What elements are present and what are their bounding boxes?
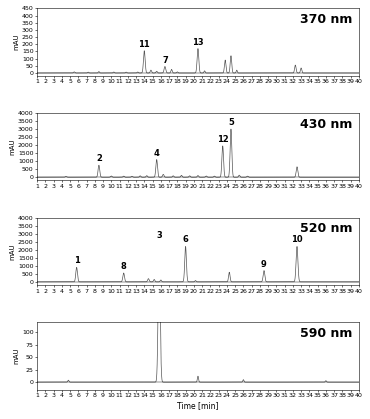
- Y-axis label: mAU: mAU: [13, 34, 19, 50]
- Text: 3: 3: [156, 231, 162, 240]
- Text: 590 nm: 590 nm: [300, 327, 353, 340]
- Text: 12: 12: [217, 135, 229, 144]
- Text: 1: 1: [74, 256, 80, 265]
- Text: 9: 9: [261, 260, 267, 269]
- Text: 5: 5: [228, 118, 234, 127]
- X-axis label: Time [min]: Time [min]: [177, 401, 219, 410]
- Text: 520 nm: 520 nm: [300, 222, 353, 235]
- Text: 8: 8: [121, 262, 127, 271]
- Y-axis label: mAU: mAU: [9, 138, 15, 155]
- Text: 7: 7: [162, 55, 168, 65]
- Text: 11: 11: [138, 40, 150, 49]
- Y-axis label: mAU: mAU: [13, 348, 19, 364]
- Text: 430 nm: 430 nm: [300, 118, 353, 131]
- Text: 6: 6: [183, 235, 188, 244]
- Text: 4: 4: [154, 149, 159, 158]
- Text: 370 nm: 370 nm: [300, 13, 353, 26]
- Text: 13: 13: [192, 38, 204, 47]
- Text: 10: 10: [291, 235, 303, 244]
- Text: 2: 2: [96, 154, 102, 163]
- Y-axis label: mAU: mAU: [9, 243, 15, 260]
